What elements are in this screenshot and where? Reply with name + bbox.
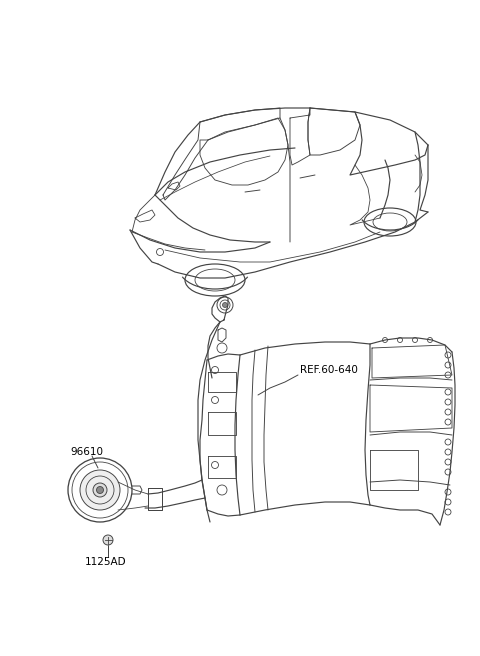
Circle shape [96,487,104,493]
Text: 96610: 96610 [70,447,103,457]
Text: 1125AD: 1125AD [85,557,127,567]
Circle shape [103,535,113,545]
Circle shape [80,470,120,510]
Circle shape [223,302,228,308]
Circle shape [93,483,107,497]
Text: REF.60-640: REF.60-640 [300,365,358,375]
